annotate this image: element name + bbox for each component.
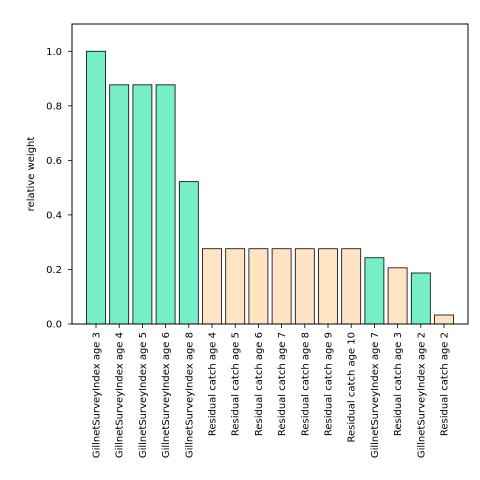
bar-3 <box>132 84 153 325</box>
x-tick-label-6: Residual catch age 4 <box>208 332 219 436</box>
bar-10 <box>294 248 315 325</box>
plot-frame <box>71 23 469 325</box>
x-tick-label-16: Residual catch age 2 <box>440 332 451 436</box>
bar-6 <box>202 248 222 325</box>
y-axis: 0.0 0.2 0.4 0.6 0.8 1.0 <box>46 47 72 331</box>
x-tick-label-15: GillnetSurveyIndex age 2 <box>416 332 427 458</box>
bars-group <box>86 50 454 325</box>
x-tick-label-5: GillnetSurveyIndex age 8 <box>184 332 195 458</box>
bar-13 <box>364 257 385 325</box>
bar-9 <box>271 248 292 325</box>
y-tick-label-2: 0.2 <box>46 265 62 276</box>
x-tick-label-14: Residual catch age 3 <box>393 332 404 436</box>
bar-7 <box>225 248 246 325</box>
x-tick-label-13: GillnetSurveyIndex age 7 <box>370 332 381 458</box>
bar-15 <box>410 272 431 325</box>
bar-14 <box>387 267 408 325</box>
x-tick-label-11: Residual catch age 9 <box>324 332 335 436</box>
bar-12 <box>341 248 362 325</box>
y-axis-title: relative weight <box>26 137 37 212</box>
x-tick-label-4: GillnetSurveyIndex age 6 <box>161 332 172 458</box>
y-tick-label-1: 0.0 <box>46 320 62 331</box>
bar-2 <box>109 84 130 325</box>
x-tick-label-2: GillnetSurveyIndex age 4 <box>115 332 126 458</box>
x-tick-label-7: Residual catch age 5 <box>231 332 242 436</box>
bar-16 <box>434 314 454 325</box>
bar-4 <box>155 84 176 325</box>
x-axis: GillnetSurveyIndex age 3 GillnetSurveyInd… <box>92 324 451 458</box>
y-tick-label-3: 0.4 <box>46 210 62 221</box>
bar-11 <box>318 248 338 325</box>
x-tick-label-1: GillnetSurveyIndex age 3 <box>92 332 103 458</box>
y-tick-label-5: 0.8 <box>46 101 62 112</box>
bar-1 <box>86 50 106 325</box>
x-tick-label-9: Residual catch age 7 <box>277 332 288 436</box>
x-tick-label-8: Residual catch age 6 <box>254 332 265 436</box>
bar-8 <box>248 248 269 325</box>
y-tick-label-4: 0.6 <box>46 156 62 167</box>
x-tick-label-10: Residual catch age 8 <box>300 332 311 436</box>
y-tick-label-6: 1.0 <box>46 47 62 58</box>
x-tick-label-12: Residual catch age 10 <box>347 332 358 443</box>
bar-5 <box>178 181 199 325</box>
x-tick-label-3: GillnetSurveyIndex age 5 <box>138 332 149 458</box>
